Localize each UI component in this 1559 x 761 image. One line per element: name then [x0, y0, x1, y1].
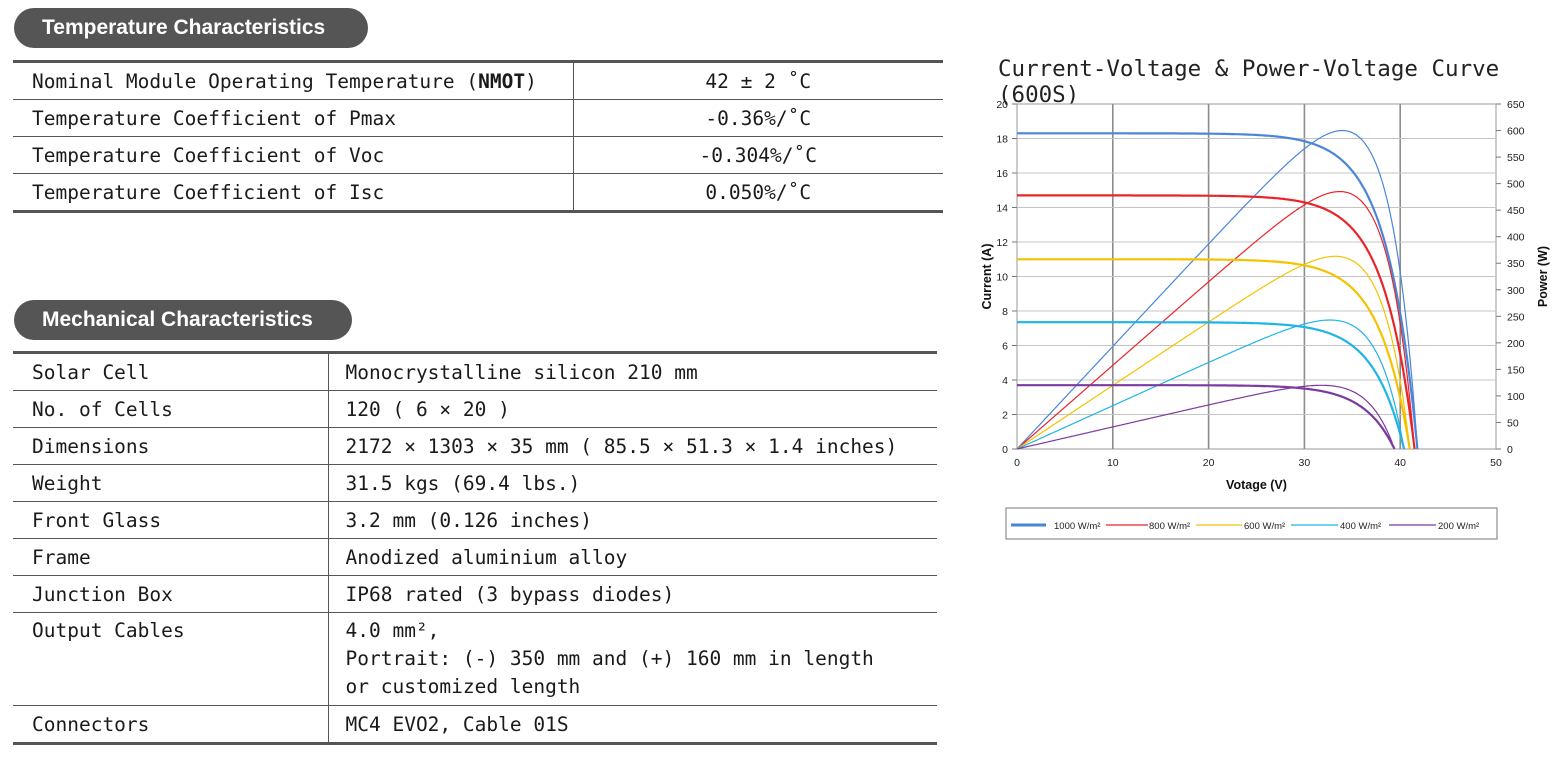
connectors-value: MC4 EVO2, Cable 01S	[328, 705, 937, 744]
weight-value: 31.5 kgs (69.4 lbs.)	[328, 464, 937, 502]
y2-tick-label: 400	[1507, 232, 1525, 244]
junction-box-label: Junction Box	[13, 575, 329, 613]
nmot-label-text: Nominal Module Operating Temperature (	[32, 69, 479, 93]
temperature-section-heading: Temperature Characteristics	[14, 8, 368, 48]
x-tick-label: 40	[1394, 457, 1406, 469]
y-tick-label: 16	[996, 168, 1008, 180]
y2-tick-label: 250	[1507, 311, 1525, 323]
y-tick-label: 12	[996, 237, 1008, 249]
y2-tick-label: 650	[1507, 99, 1525, 111]
junction-box-value: IP68 rated (3 bypass diodes)	[328, 575, 937, 613]
y2-tick-label: 350	[1507, 258, 1525, 270]
output-cables-label: Output Cables	[13, 612, 329, 706]
isc-coefficient-value: 0.050%/˚C	[573, 173, 943, 212]
x-tick-label: 20	[1203, 457, 1215, 469]
y-tick-label: 4	[1002, 375, 1008, 387]
legend-label: 600 W/m²	[1244, 521, 1285, 532]
nmot-value: 42 ± 2 ˚C	[705, 69, 812, 93]
connectors-label: Connectors	[13, 705, 329, 744]
table-row: Weight 31.5 kgs (69.4 lbs.)	[13, 464, 937, 502]
y-tick-label: 0	[1002, 444, 1008, 456]
table-row: Front Glass 3.2 mm (0.126 inches)	[13, 501, 937, 539]
table-row: Solar Cell Monocrystalline silicon 210 m…	[13, 352, 937, 391]
nmot-label-tail: )	[525, 69, 537, 93]
x-tick-label: 0	[1014, 457, 1020, 469]
y2-tick-label: 550	[1507, 152, 1525, 164]
solar-cell-label: Solar Cell	[13, 352, 329, 391]
mechanical-table: Solar Cell Monocrystalline silicon 210 m…	[13, 351, 937, 745]
legend-label: 1000 W/m²	[1054, 521, 1100, 532]
y2-tick-label: 100	[1507, 391, 1525, 403]
y2-tick-label: 300	[1507, 285, 1525, 297]
temperature-table: Nominal Module Operating Temperature (NM…	[13, 60, 943, 213]
table-row: Temperature Coefficient of Isc 0.050%/˚C	[13, 173, 943, 212]
y2-axis-label: Power (W)	[1536, 246, 1550, 307]
y-tick-label: 14	[996, 203, 1008, 215]
y-tick-label: 8	[1002, 306, 1008, 318]
nmot-abbreviation: NMOT	[478, 69, 526, 93]
x-tick-label: 10	[1107, 457, 1119, 469]
iv-curve-series-2	[1016, 258, 1411, 450]
legend-label: 800 W/m²	[1149, 521, 1190, 532]
output-cables-value: 4.0 mm², Portrait: (-) 350 mm and (+) 16…	[328, 612, 937, 706]
pv-curve-series-0	[1016, 129, 1418, 450]
y-tick-label: 20	[996, 99, 1008, 111]
legend-label: 400 W/m²	[1340, 521, 1381, 532]
y2-tick-label: 200	[1507, 338, 1525, 350]
y-tick-label: 10	[996, 272, 1008, 284]
y2-tick-label: 600	[1507, 126, 1525, 138]
mechanical-section-heading: Mechanical Characteristics	[14, 300, 352, 340]
isc-coefficient-label: Temperature Coefficient of Isc	[13, 173, 574, 212]
cell-count-label: No. of Cells	[13, 390, 329, 428]
voc-coefficient-value: -0.304%/˚C	[573, 136, 943, 174]
legend-box	[1005, 507, 1498, 540]
pmax-coefficient-value: -0.36%/˚C	[573, 99, 943, 137]
x-tick-label: 50	[1490, 457, 1502, 469]
table-row: Temperature Coefficient of Pmax -0.36%/˚…	[13, 99, 943, 137]
iv-curve-series-0	[1017, 132, 1419, 450]
y2-tick-label: 50	[1507, 417, 1519, 429]
legend-label: 200 W/m²	[1438, 521, 1479, 532]
y-tick-label: 2	[1002, 410, 1008, 422]
y2-tick-label: 0	[1507, 444, 1513, 456]
table-row: Temperature Coefficient of Voc -0.304%/˚…	[13, 136, 943, 174]
table-row: Output Cables 4.0 mm², Portrait: (-) 350…	[13, 612, 937, 706]
pmax-coefficient-label: Temperature Coefficient of Pmax	[13, 99, 574, 137]
dimensions-label: Dimensions	[13, 427, 329, 465]
y2-tick-label: 500	[1507, 179, 1525, 191]
cell-count-value: 120 ( 6 × 20 )	[328, 390, 937, 428]
iv-pv-chart: 0 10 20 30 40 5002468101214161820050100150200…	[980, 99, 1550, 540]
table-row: Dimensions 2172 × 1303 × 35 mm ( 85.5 × …	[13, 427, 937, 465]
table-row: Frame Anodized aluminium alloy	[13, 538, 937, 576]
table-row: Connectors MC4 EVO2, Cable 01S	[13, 705, 937, 744]
x-tick-label: 30	[1299, 457, 1311, 469]
table-row: Nominal Module Operating Temperature (NM…	[13, 61, 943, 100]
iv-curve-series-4	[1017, 384, 1396, 450]
chart-title: Current-Voltage & Power-Voltage Curve (6…	[998, 56, 1500, 108]
solar-cell-value: Monocrystalline silicon 210 mm	[345, 360, 698, 384]
nmot-label: Nominal Module Operating Temperature (NM…	[13, 61, 574, 100]
pv-curve-series-4	[1016, 384, 1396, 450]
voc-coefficient-label: Temperature Coefficient of Voc	[13, 136, 574, 174]
y2-tick-label: 150	[1507, 364, 1525, 376]
frame-value: Anodized aluminium alloy	[328, 538, 937, 576]
frame-label: Frame	[13, 538, 329, 576]
table-row: Junction Box IP68 rated (3 bypass diodes…	[13, 575, 937, 613]
iv-curve-series-3	[1017, 321, 1406, 450]
dimensions-value: 2172 × 1303 × 35 mm ( 85.5 × 51.3 × 1.4 …	[328, 427, 937, 465]
x-axis-label: Votage (V)	[1226, 478, 1287, 492]
weight-label: Weight	[13, 464, 329, 502]
pv-curve-series-3	[1016, 319, 1405, 450]
iv-curve-series-1	[1017, 194, 1416, 450]
y-tick-label: 6	[1002, 341, 1008, 353]
pv-curve-series-2	[1016, 255, 1411, 450]
front-glass-value: 3.2 mm (0.126 inches)	[328, 501, 937, 539]
table-row: No. of Cells 120 ( 6 × 20 )	[13, 390, 937, 428]
y-axis-label: Current (A)	[980, 244, 994, 310]
y2-tick-label: 450	[1507, 205, 1525, 217]
front-glass-label: Front Glass	[13, 501, 329, 539]
pv-curve-series-1	[1016, 190, 1416, 450]
y-tick-label: 18	[996, 134, 1008, 146]
